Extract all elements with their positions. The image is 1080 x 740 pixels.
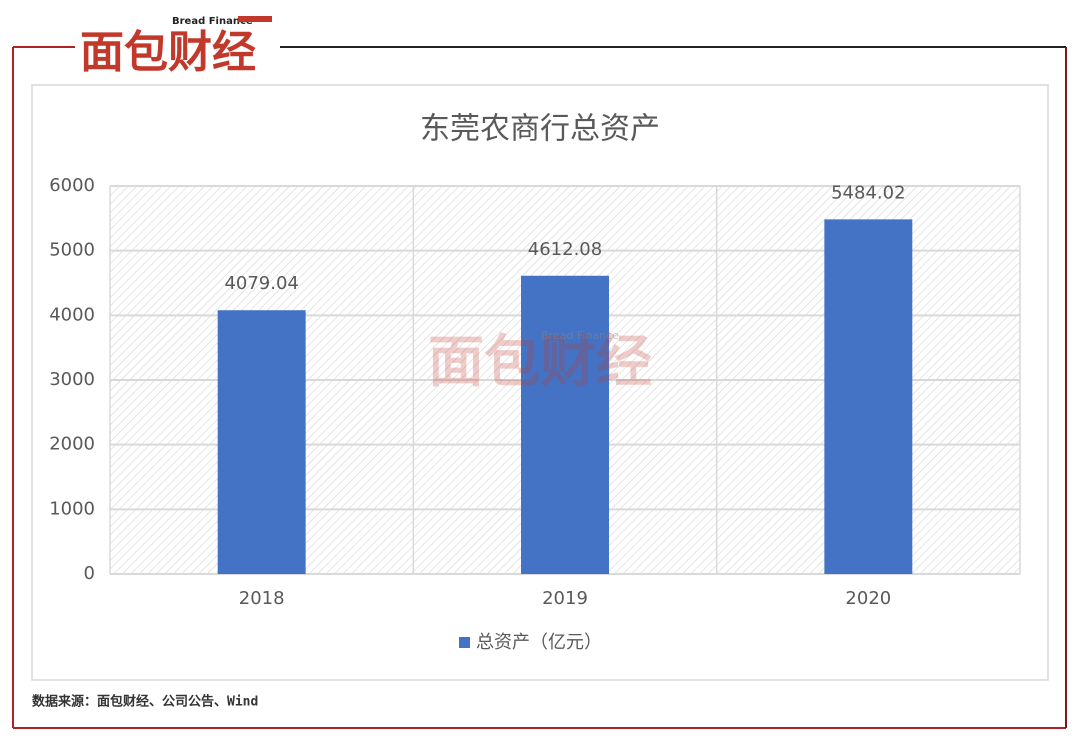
bar — [824, 219, 913, 574]
source-note: 数据来源：面包财经、公司公告、Wind — [32, 694, 258, 710]
y-tick-label: 0 — [84, 563, 95, 584]
watermark: 面包财经 — [428, 330, 652, 395]
legend-label: 总资产（亿元） — [476, 632, 602, 653]
chart-box — [31, 84, 1049, 681]
watermark-en: Bread Finance — [541, 329, 619, 342]
bar — [521, 275, 609, 574]
value-label: 4079.04 — [224, 273, 298, 294]
y-tick-label: 2000 — [49, 434, 95, 455]
x-tick-label: 2019 — [542, 588, 588, 609]
y-tick-label: 3000 — [49, 369, 95, 390]
x-tick-label: 2018 — [239, 588, 285, 609]
logo-cn: 面包财经 — [80, 27, 256, 78]
y-tick-label: 5000 — [49, 240, 95, 261]
y-tick-label: 6000 — [49, 175, 95, 196]
legend-swatch — [459, 637, 470, 648]
logo-bar — [238, 16, 272, 22]
y-tick-label: 4000 — [49, 304, 95, 325]
value-label: 5484.02 — [831, 182, 905, 203]
logo-en: Bread Finance — [172, 16, 253, 27]
value-label: 4612.08 — [528, 239, 602, 260]
x-tick-label: 2020 — [845, 588, 891, 609]
y-tick-label: 1000 — [49, 498, 95, 519]
chart-title: 东莞农商行总资产 — [420, 112, 660, 147]
bar — [217, 310, 306, 574]
